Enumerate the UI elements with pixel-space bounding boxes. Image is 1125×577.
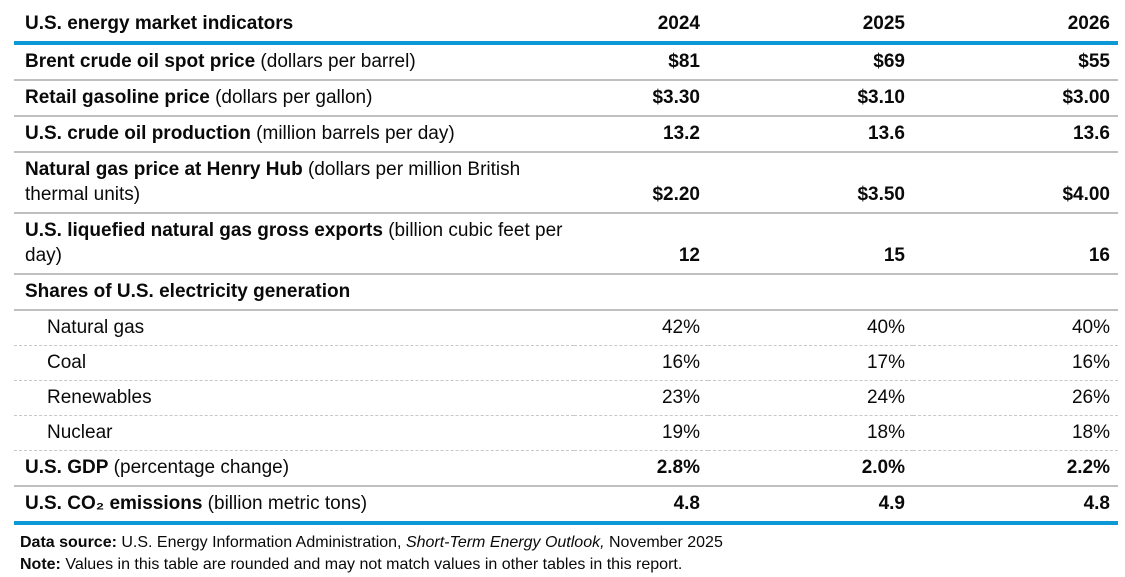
row-label: U.S. crude oil production (million barre… [14,116,574,153]
table-row: U.S. crude oil production (million barre… [14,116,1118,153]
row-label: U.S. GDP (percentage change) [14,450,574,487]
table-row: Brent crude oil spot price (dollars per … [14,43,1118,81]
row-value: 4.9 [708,486,913,525]
table-row: Nuclear 19% 18% 18% [14,415,1118,451]
row-value [913,274,1118,311]
row-value: $55 [913,43,1118,81]
row-label: Brent crude oil spot price (dollars per … [14,43,574,81]
row-label: Coal [14,345,574,381]
row-value: $4.00 [913,152,1118,214]
row-value: 42% [574,310,708,346]
row-value: 15 [708,213,913,275]
energy-indicators-table: U.S. energy market indicators 2024 2025 … [14,10,1118,525]
table-title: U.S. energy market indicators [14,10,574,45]
row-value: 18% [708,415,913,451]
row-label: Shares of U.S. electricity generation [14,274,574,311]
row-value: $3.50 [708,152,913,214]
row-value: 18% [913,415,1118,451]
year-column-2024: 2024 [574,10,708,45]
row-value: $3.10 [708,80,913,117]
row-label: U.S. liquefied natural gas gross exports… [14,213,574,275]
row-label: Natural gas price at Henry Hub (dollars … [14,152,574,214]
row-label: Natural gas [14,310,574,346]
row-value: 40% [913,310,1118,346]
row-value [574,274,708,311]
row-value: 23% [574,380,708,416]
table-row: Shares of U.S. electricity generation [14,274,1118,311]
table-row: Retail gasoline price (dollars per gallo… [14,80,1118,117]
table-row: Natural gas price at Henry Hub (dollars … [14,152,1118,214]
data-source-text: U.S. Energy Information Administration, [116,534,406,551]
note-text: Values in this table are rounded and may… [60,556,683,573]
table-row: U.S. CO₂ emissions (billion metric tons)… [14,486,1118,525]
row-value: 17% [708,345,913,381]
year-column-2026: 2026 [913,10,1118,45]
row-value: 16 [913,213,1118,275]
row-value: 13.6 [708,116,913,153]
table-header: U.S. energy market indicators 2024 2025 … [14,10,1118,45]
data-source-label: Data source: [20,534,117,551]
table-body: Brent crude oil spot price (dollars per … [14,43,1118,525]
row-value: $3.00 [913,80,1118,117]
row-value: $3.30 [574,80,708,117]
row-value: 4.8 [913,486,1118,525]
table-row: Renewables 23% 24% 26% [14,380,1118,416]
row-value: 40% [708,310,913,346]
row-value: $2.20 [574,152,708,214]
table-footer: Data source: U.S. Energy Information Adm… [20,532,1125,576]
table-row: Coal 16% 17% 16% [14,345,1118,381]
data-source-date: November 2025 [604,534,723,551]
row-value: 13.6 [913,116,1118,153]
row-value: 4.8 [574,486,708,525]
row-value: $81 [574,43,708,81]
row-value: 2.2% [913,450,1118,487]
note-label: Note: [20,556,61,573]
year-column-2025: 2025 [708,10,913,45]
row-value: 16% [913,345,1118,381]
row-value: 12 [574,213,708,275]
row-label: Renewables [14,380,574,416]
row-value: 19% [574,415,708,451]
row-value: 2.0% [708,450,913,487]
row-label: U.S. CO₂ emissions (billion metric tons) [14,486,574,525]
row-value [708,274,913,311]
row-value: 13.2 [574,116,708,153]
table-row: U.S. GDP (percentage change) 2.8% 2.0% 2.2% [14,450,1118,487]
row-value: 24% [708,380,913,416]
data-source-publication: Short-Term Energy Outlook, [405,534,605,551]
row-value: 26% [913,380,1118,416]
header-row: U.S. energy market indicators 2024 2025 … [14,10,1118,45]
row-value: $69 [708,43,913,81]
row-value: 16% [574,345,708,381]
row-label: Nuclear [14,415,574,451]
table-row: Natural gas 42% 40% 40% [14,310,1118,346]
row-label: Retail gasoline price (dollars per gallo… [14,80,574,117]
note-line: Note: Values in this table are rounded a… [20,554,1125,576]
table-row: U.S. liquefied natural gas gross exports… [14,213,1118,275]
data-source-line: Data source: U.S. Energy Information Adm… [20,532,1125,554]
row-value: 2.8% [574,450,708,487]
